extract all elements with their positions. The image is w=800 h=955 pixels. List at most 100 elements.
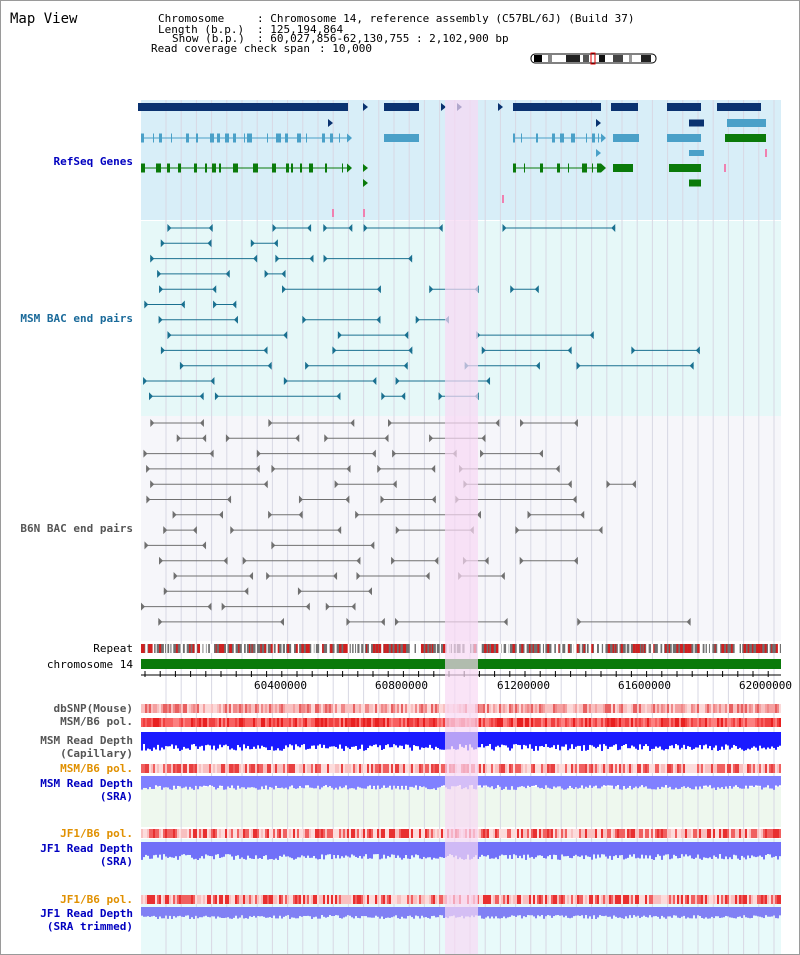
b6n-bac-pair-end-icon [350,419,355,427]
msm-pol-cell [323,718,325,727]
jf1-pol2-cell [557,895,559,904]
jf1-pol-cell [421,829,423,838]
track-label-msm-b6-pol-2[interactable]: MSM/B6 pol. [60,762,133,775]
msm-depth-capillary-bar [227,732,229,747]
msm-pol-cell [479,718,481,727]
jf1-pol-cell [283,829,285,838]
msm-depth-capillary-bar [341,732,343,749]
dbsnp-cell [763,704,765,713]
msm-depth-sra-bar [379,776,381,790]
msm-bac-pair-end-icon [263,346,268,355]
dbsnp-cell [241,704,243,713]
repeat-element [366,644,368,653]
repeat-element [687,644,690,653]
refseq-gene-exon [225,133,229,143]
jf1-pol2-cell [219,895,221,904]
dbsnp-cell [303,704,305,713]
msm-pol2-cell [609,764,611,773]
jf1-pol2-cell [241,895,243,904]
track-label-msm-depth-capillary[interactable]: MSM Read Depth (Capillary) [40,734,133,760]
track-label-refseq-genes[interactable]: RefSeq Genes [53,155,133,168]
dbsnp-cell [667,704,669,713]
dbsnp-cell [279,704,281,713]
dbsnp-cell [329,704,331,713]
jf1-pol-cell [653,829,655,838]
jf1-pol2-cell [295,895,297,904]
track-label-msm-b6-pol-1[interactable]: MSM/B6 pol. [60,715,133,728]
dbsnp-cell [493,704,495,713]
repeat-element [646,644,649,653]
jf1-pol-cell [595,829,597,838]
refseq-gene-exon [153,133,154,143]
dbsnp-cell [761,704,763,713]
msm-pol2-cell [739,764,741,773]
msm-depth-capillary-bar [691,732,693,750]
jf1-pol2-cell [269,895,271,904]
track-label-jf1-b6-pol-1[interactable]: JF1/B6 pol. [60,827,133,840]
msm-depth-sra-bar [743,776,745,789]
dbsnp-cell [361,704,363,713]
jf1-pol-cell [329,829,331,838]
dbsnp-cell [349,704,351,713]
jf1-pol2-cell [547,895,549,904]
msm-depth-capillary-bar [727,732,729,746]
msm-pol-cell [237,718,239,727]
track-label-jf1-depth-sra[interactable]: JF1 Read Depth (SRA) [40,842,133,868]
dbsnp-cell [595,704,597,713]
repeat-element [378,644,382,653]
msm-depth-sra-bar [259,776,261,790]
msm-pol-cell [443,718,445,727]
track-label-msm-depth-sra[interactable]: MSM Read Depth (SRA) [40,777,133,803]
msm-pol-cell [251,718,253,727]
repeat-element [693,644,695,653]
dbsnp-cell [589,704,591,713]
msm-depth-sra-bar [255,776,257,789]
jf1-depth-sra-bar [175,842,177,857]
track-label-jf1-depth-trimmed[interactable]: JF1 Read Depth (SRA trimmed) [40,907,133,933]
msm-pol-cell [619,718,621,727]
dbsnp-cell [173,704,175,713]
track-label-dbsnp[interactable]: dbSNP(Mouse) [53,702,133,715]
dbsnp-cell [165,704,167,713]
jf1-depth-trimmed-bar [329,907,331,916]
msm-depth-sra-bar [521,776,523,787]
jf1-pol-cell [479,829,481,838]
jf1-depth-sra-bar [233,842,235,860]
track-label-jf1-b6-pol-2[interactable]: JF1/B6 pol. [60,893,133,906]
jf1-depth-trimmed-bar [245,907,247,919]
jf1-depth-trimmed-bar [617,907,619,918]
repeat-element [689,644,692,653]
jf1-depth-trimmed-bar [153,907,155,916]
jf1-pol2-cell [727,895,729,904]
msm-depth-capillary-bar [317,732,319,746]
track-label-b6n-bac[interactable]: B6N BAC end pairs [20,522,133,535]
msm-depth-sra-bar [731,776,733,789]
repeat-element [591,644,594,653]
jf1-pol2-cell [605,895,607,904]
msm-pol2-cell [311,764,313,773]
b6n-bac-pair-end-icon [256,449,261,458]
jf1-depth-sra-bar [437,842,439,859]
msm-depth-capillary-bar [441,732,443,750]
dbsnp-cell [729,704,731,713]
chromosome-ideogram-icon[interactable] [530,52,657,65]
repeat-element [308,644,310,653]
msm-pol-cell [437,718,439,727]
repeat-element [767,644,770,653]
msm-pol2-cell [407,764,409,773]
jf1-depth-sra-bar [421,842,423,860]
repeat-element [197,644,200,653]
msm-depth-capillary-bar [193,732,195,745]
refseq-gene-exon [592,163,593,173]
track-label-msm-bac[interactable]: MSM BAC end pairs [20,312,133,325]
jf1-depth-sra-bar [595,842,597,859]
msm-pol-cell [389,718,391,727]
msm-depth-sra-bar [497,776,499,786]
msm-depth-capillary-bar [703,732,705,746]
dbsnp-cell [231,704,233,713]
msm-pol-cell [609,718,611,727]
jf1-depth-trimmed-bar [259,907,261,917]
repeat-element [756,644,759,653]
repeat-element [565,644,568,653]
